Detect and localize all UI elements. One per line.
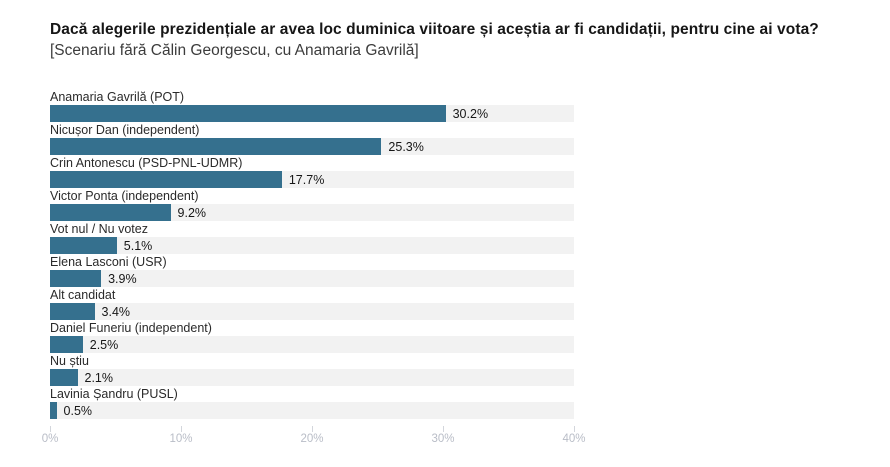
bar-category-label: Daniel Funeriu (independent) xyxy=(50,321,212,335)
axis-tick-mark xyxy=(443,426,444,432)
axis-tick-mark xyxy=(181,426,182,432)
bar-value-label: 2.5% xyxy=(89,337,119,352)
bar-category-label: Anamaria Gavrilă (POT) xyxy=(50,90,185,104)
bar xyxy=(50,138,382,155)
axis-tick-mark xyxy=(50,426,51,432)
axis-tick-label: 30% xyxy=(431,433,455,445)
bar-track: 0.5% xyxy=(50,402,574,419)
chart-rows: Anamaria Gavrilă (POT) 30.2% Nicușor Dan… xyxy=(50,89,574,419)
axis-tick-label: 20% xyxy=(300,433,324,445)
chart-row: Alt candidat 3.4% xyxy=(50,287,574,320)
chart-row: Vot nul / Nu votez 5.1% xyxy=(50,221,574,254)
bar-category-label: Nu știu xyxy=(50,354,89,368)
bar-value-label: 30.2% xyxy=(452,106,489,121)
bar-value-label: 17.7% xyxy=(288,172,325,187)
bar-track: 2.5% xyxy=(50,336,574,353)
bar-value-label: 3.9% xyxy=(108,271,137,286)
bar-track: 2.1% xyxy=(50,369,574,386)
bar-chart: Anamaria Gavrilă (POT) 30.2% Nicușor Dan… xyxy=(50,89,574,419)
axis-tick-mark xyxy=(312,426,313,432)
chart-row: Anamaria Gavrilă (POT) 30.2% xyxy=(50,89,574,122)
bar xyxy=(50,369,78,386)
chart-row: Nicușor Dan (independent) 25.3% xyxy=(50,122,574,155)
bar-track: 3.4% xyxy=(50,303,574,320)
chart-row: Nu știu 2.1% xyxy=(50,353,574,386)
bar-category-label: Vot nul / Nu votez xyxy=(50,222,148,236)
chart-row: Lavinia Șandru (PUSL) 0.5% xyxy=(50,386,574,419)
bar xyxy=(50,105,446,122)
bar-track: 9.2% xyxy=(50,204,574,221)
chart-row: Elena Lasconi (USR) 3.9% xyxy=(50,254,574,287)
axis-tick-label: 0% xyxy=(41,433,59,445)
bar-category-label: Alt candidat xyxy=(50,288,116,302)
bar xyxy=(50,336,83,353)
bar-track: 30.2% xyxy=(50,105,574,122)
bar xyxy=(50,204,171,221)
bar-category-label: Lavinia Șandru (PUSL) xyxy=(50,387,178,401)
bar-category-label: Crin Antonescu (PSD-PNL-UDMR) xyxy=(50,156,243,170)
bar xyxy=(50,270,102,287)
bar-track: 5.1% xyxy=(50,237,574,254)
chart-row: Crin Antonescu (PSD-PNL-UDMR) 17.7% xyxy=(50,155,574,188)
chart-row: Victor Ponta (independent) 9.2% xyxy=(50,188,574,221)
axis-tick-label: 40% xyxy=(562,433,586,445)
bar-value-label: 9.2% xyxy=(177,205,207,220)
chart-subtitle: [Scenariu fără Călin Georgescu, cu Anama… xyxy=(50,42,419,59)
chart-title: Dacă alegerile prezidențiale ar avea loc… xyxy=(50,21,819,38)
bar-value-label: 0.5% xyxy=(63,403,93,418)
bar xyxy=(50,171,282,188)
bar-value-label: 25.3% xyxy=(388,139,424,154)
chart-row: Daniel Funeriu (independent) 2.5% xyxy=(50,320,574,353)
bar xyxy=(50,303,95,320)
bar-value-label: 3.4% xyxy=(101,304,131,319)
bar xyxy=(50,237,117,254)
bar-category-label: Victor Ponta (independent) xyxy=(50,189,199,203)
bar-track: 17.7% xyxy=(50,171,574,188)
bar-category-label: Nicușor Dan (independent) xyxy=(50,123,200,137)
bar-track: 25.3% xyxy=(50,138,574,155)
bar-category-label: Elena Lasconi (USR) xyxy=(50,255,167,269)
bar-value-label: 2.1% xyxy=(84,370,114,385)
bar-track: 3.9% xyxy=(50,270,574,287)
bar-value-label: 5.1% xyxy=(123,238,153,253)
x-axis: 0% 10% 20% 30% 40% xyxy=(42,426,586,456)
axis-tick-mark xyxy=(574,426,575,432)
bar xyxy=(50,402,57,419)
chart-header: Dacă alegerile prezidențiale ar avea loc… xyxy=(0,0,890,61)
axis-tick-label: 10% xyxy=(169,433,193,445)
